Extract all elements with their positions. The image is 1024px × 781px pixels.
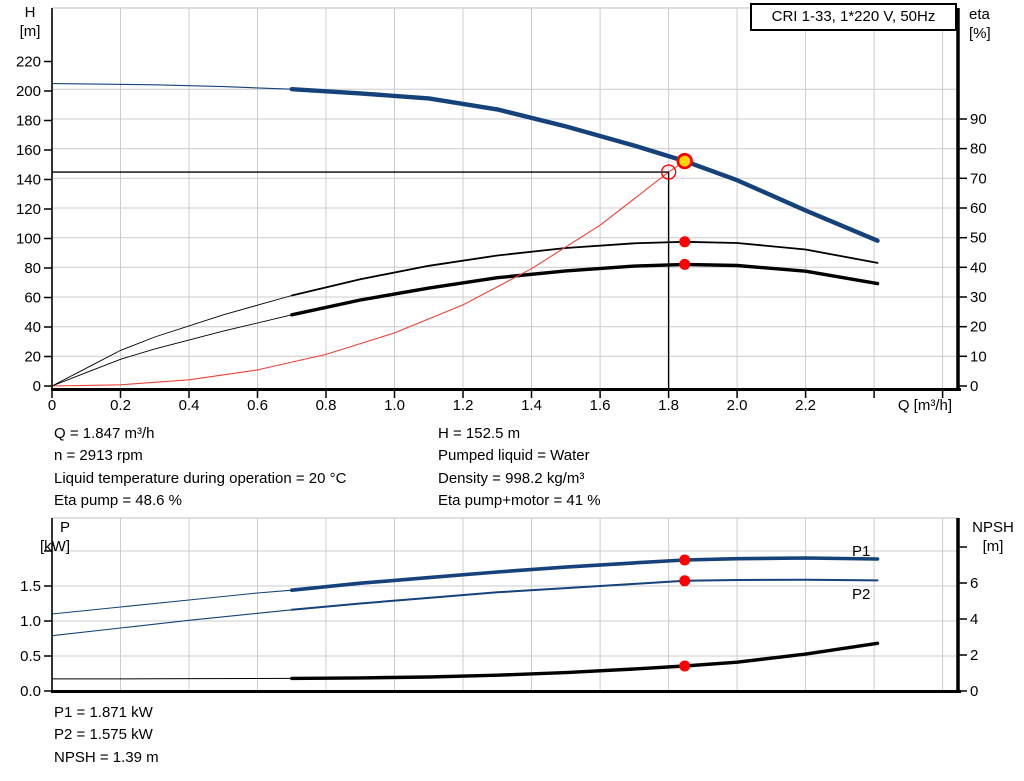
power-npsh-chart-right-tick-label: 6 xyxy=(970,575,978,592)
requested-duty-marker xyxy=(660,164,677,180)
power-npsh-chart-left-tick-label: 0.0 xyxy=(20,683,41,700)
power-npsh-chart-right-tick-label: 2 xyxy=(970,647,978,664)
p1-dot xyxy=(679,554,691,566)
head-efficiency-chart-right-tick-label: 70 xyxy=(970,170,987,187)
info-head: H = 152.5 m xyxy=(438,425,521,442)
power-npsh-chart-right-tick-label: 0 xyxy=(970,683,978,700)
head-efficiency-chart-left-tick-label: 80 xyxy=(24,260,41,277)
head-efficiency-chart-x-tick-label: 0.2 xyxy=(110,397,131,414)
head-efficiency-chart-right-tick-label: 0 xyxy=(970,378,978,395)
npsh-curve xyxy=(290,641,880,681)
operating-info-left: Q = 1.847 m³/h n = 2913 rpm Liquid tempe… xyxy=(54,423,346,512)
head-efficiency-chart-right-tick-label: 10 xyxy=(970,348,987,365)
head-efficiency-chart-left-tick-label: 180 xyxy=(16,113,41,130)
curve-title-label: CRI 1-33, 1*220 V, 50Hz xyxy=(771,8,936,25)
head-efficiency-chart-right-tick-label: 20 xyxy=(970,319,987,336)
eta-pump-motor-dot xyxy=(679,258,691,270)
eta-axis-title-symbol: eta xyxy=(969,6,990,23)
head-efficiency-chart-left-tick-label: 20 xyxy=(24,349,41,366)
head-efficiency-chart-right-tick-label: 60 xyxy=(970,200,987,217)
p1-curve xyxy=(51,589,293,615)
curve-title-box: CRI 1-33, 1*220 V, 50Hz xyxy=(750,3,957,31)
head-efficiency-chart-left-tick-label: 140 xyxy=(16,172,41,189)
info-p2: P2 = 1.575 kW xyxy=(54,726,153,744)
head-efficiency-chart-x-tick-label: 1.2 xyxy=(453,397,474,414)
head-efficiency-chart-x-tick-label: 0 xyxy=(48,397,56,414)
head-efficiency-chart-x-tick-label: 1.0 xyxy=(384,397,405,414)
duty-point-marker xyxy=(676,152,693,170)
head-efficiency-chart-left-tick-label: 40 xyxy=(24,319,41,336)
info-speed: n = 2913 rpm xyxy=(54,447,143,465)
eta-pump-curve xyxy=(51,295,293,387)
head-efficiency-chart-left-tick-label: 0 xyxy=(33,378,41,395)
info-flow: Q = 1.847 m³/h xyxy=(54,425,155,442)
eta-pump-dot xyxy=(679,236,691,248)
head-efficiency-chart-x-tick-label: 1.4 xyxy=(521,397,542,414)
eta-pump-motor-curve xyxy=(51,314,293,387)
info-eta-pump-motor: Eta pump+motor = 41 % xyxy=(438,491,601,509)
head-efficiency-chart-right-tick-label: 50 xyxy=(970,230,987,247)
head-efficiency-chart-left-tick-label: 220 xyxy=(16,54,41,71)
info-pumped-liquid: Pumped liquid = Water xyxy=(438,447,590,465)
h-curve xyxy=(51,83,293,90)
head-efficiency-chart-x-tick-label: 1.8 xyxy=(658,397,679,414)
head-efficiency-chart-left-tick-label: 100 xyxy=(16,231,41,248)
npsh-dot xyxy=(679,660,691,672)
head-efficiency-chart-left-tick-label: 160 xyxy=(16,142,41,159)
npsh-axis-title-symbol: NPSH xyxy=(972,519,1014,536)
head-efficiency-chart-right-tick-label: 80 xyxy=(970,141,987,158)
h-axis-title: H [m] xyxy=(12,3,48,41)
eta-pump-curve xyxy=(290,240,879,297)
head-efficiency-chart-left-tick-label: 120 xyxy=(16,201,41,218)
p2-dot xyxy=(679,575,691,587)
p1-curve xyxy=(289,556,880,593)
head-efficiency-chart-x-tick-label: 0.4 xyxy=(179,397,200,414)
info-liquid-temperature: Liquid temperature during operation = 20… xyxy=(54,469,347,487)
eta-pump-motor-curve xyxy=(290,262,880,317)
power-npsh-chart-left-tick-label: 1.5 xyxy=(20,578,41,595)
h-axis-title-symbol: H xyxy=(24,4,36,21)
head-efficiency-chart-x-tick-label: 2.0 xyxy=(727,397,748,414)
info-density: Density = 998.2 kg/m³ xyxy=(438,469,585,487)
info-eta-pump: Eta pump = 48.6 % xyxy=(54,491,182,509)
p-axis-title: P [kW] xyxy=(24,518,70,556)
p-axis-title-unit: [kW] xyxy=(40,538,70,555)
p2-curve xyxy=(51,609,293,637)
operating-info-right: H = 152.5 m Pumped liquid = Water Densit… xyxy=(438,423,601,512)
power-info: P1 = 1.871 kW P2 = 1.575 kW NPSH = 1.39 … xyxy=(54,702,159,769)
head-efficiency-chart-x-tick-label: 1.6 xyxy=(590,397,611,414)
head-efficiency-chart-right-tick-label: 90 xyxy=(970,111,987,128)
head-efficiency-chart-left-tick-label: 60 xyxy=(24,290,41,307)
series-label-p2: P2 xyxy=(852,586,870,603)
power-npsh-chart-left-tick-label: 0.5 xyxy=(20,648,41,665)
h-curve xyxy=(289,86,880,243)
head-efficiency-chart-right-tick-label: 30 xyxy=(970,289,987,306)
p2-curve xyxy=(290,578,879,611)
eta-axis-title: eta [%] xyxy=(969,5,1019,43)
head-efficiency-chart-left-tick-label: 200 xyxy=(16,83,41,100)
p-axis-title-symbol: P xyxy=(59,519,70,536)
info-p1: P1 = 1.871 kW xyxy=(54,704,153,721)
system-curve xyxy=(51,160,686,387)
npsh-axis-title-unit: [m] xyxy=(982,538,1004,555)
info-npsh: NPSH = 1.39 m xyxy=(54,748,159,766)
head-efficiency-chart-x-tick-label: 0.6 xyxy=(247,397,268,414)
head-efficiency-chart-x-tick-label: 0.8 xyxy=(316,397,337,414)
head-efficiency-chart-right-tick-label: 40 xyxy=(970,259,987,276)
eta-axis-title-unit: [%] xyxy=(969,25,991,42)
npsh-axis-title: NPSH [m] xyxy=(965,518,1021,556)
npsh-curve xyxy=(51,677,293,680)
head-efficiency-chart-x-tick-label: 2.2 xyxy=(795,397,816,414)
series-label-p1: P1 xyxy=(852,543,870,560)
h-axis-title-unit: [m] xyxy=(19,23,41,40)
power-npsh-chart-right-tick-label: 4 xyxy=(970,611,978,628)
head-efficiency-chart-x-axis-title: Q [m³/h] xyxy=(898,397,952,414)
power-npsh-chart-left-tick-label: 1.0 xyxy=(20,613,41,630)
